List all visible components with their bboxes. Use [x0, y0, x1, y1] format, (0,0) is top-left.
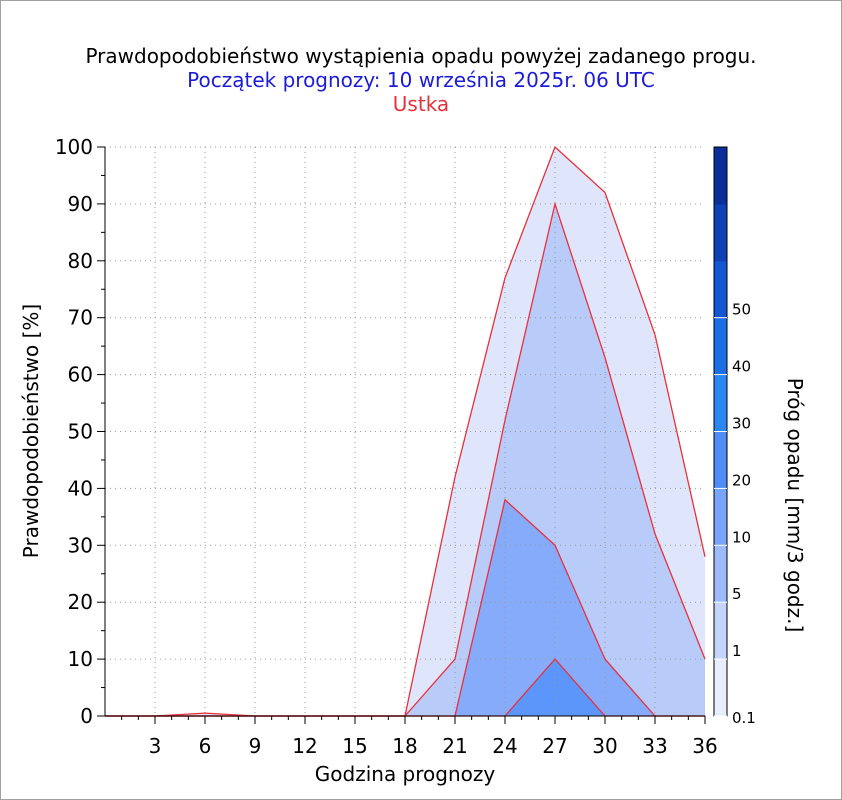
- colorbar-tick-label: 5: [732, 585, 742, 603]
- colorbar-tick-label: 20: [732, 471, 751, 489]
- colorbar-segment: [714, 602, 727, 660]
- area-threshold-10: [105, 659, 705, 716]
- x-tick-label: 24: [492, 734, 517, 758]
- y-tick-label: 10: [68, 647, 93, 671]
- y-tick-label: 40: [68, 476, 93, 500]
- y-tick-label: 90: [68, 192, 93, 216]
- y-axis-label: Prawdopodobieństwo [%]: [19, 304, 43, 558]
- y-tick-label: 0: [80, 704, 93, 728]
- colorbar-segment: [714, 488, 727, 546]
- y-tick-label: 20: [68, 590, 93, 614]
- chart-title: Prawdopodobieństwo wystąpienia opadu pow…: [85, 44, 757, 68]
- chart-subtitle: Początek prognozy: 10 września 2025r. 06…: [187, 68, 655, 92]
- y-tick-label: 60: [68, 363, 93, 387]
- colorbar-segment: [714, 147, 727, 205]
- colorbar: 0.1 1 5 10 20 30 40 50: [713, 146, 756, 727]
- y-tick-label: 50: [68, 420, 93, 444]
- x-axis-label: Godzina prognozy: [315, 762, 496, 786]
- x-tick-label: 12: [292, 734, 317, 758]
- colorbar-segment: [714, 203, 727, 262]
- colorbar-segment: [714, 431, 727, 489]
- y-tick-label: 80: [68, 249, 93, 273]
- y-tick-label: 100: [55, 135, 93, 159]
- x-tick-label: 30: [592, 734, 617, 758]
- x-tick-label: 6: [199, 734, 212, 758]
- colorbar-tick-label: 30: [732, 415, 751, 433]
- colorbar-segment: [714, 260, 727, 319]
- colorbar-segment: [714, 317, 727, 376]
- colorbar-tick-label: 10: [732, 528, 751, 546]
- colorbar-label: Próg opadu [mm/3 godz.]: [783, 378, 807, 633]
- x-tick-label: 3: [149, 734, 162, 758]
- x-tick-label: 27: [542, 734, 567, 758]
- x-tick-label: 15: [342, 734, 367, 758]
- x-tick-label: 36: [692, 734, 717, 758]
- x-tick-label: 9: [249, 734, 262, 758]
- y-tick-label: 30: [68, 533, 93, 557]
- colorbar-segment: [714, 374, 727, 432]
- colorbar-tick-label: 40: [732, 358, 751, 376]
- station-name: Ustka: [392, 92, 450, 116]
- colorbar-tick-label: 0.1: [732, 709, 756, 727]
- y-tick-label: 70: [68, 306, 93, 330]
- x-tick-label: 21: [442, 734, 467, 758]
- colorbar-segment: [714, 545, 727, 603]
- colorbar-tick-label: 1: [732, 642, 742, 660]
- x-tick-label: 18: [392, 734, 417, 758]
- x-tick-label: 33: [642, 734, 667, 758]
- colorbar-tick-label: 50: [732, 301, 751, 319]
- colorbar-segment: [714, 659, 727, 717]
